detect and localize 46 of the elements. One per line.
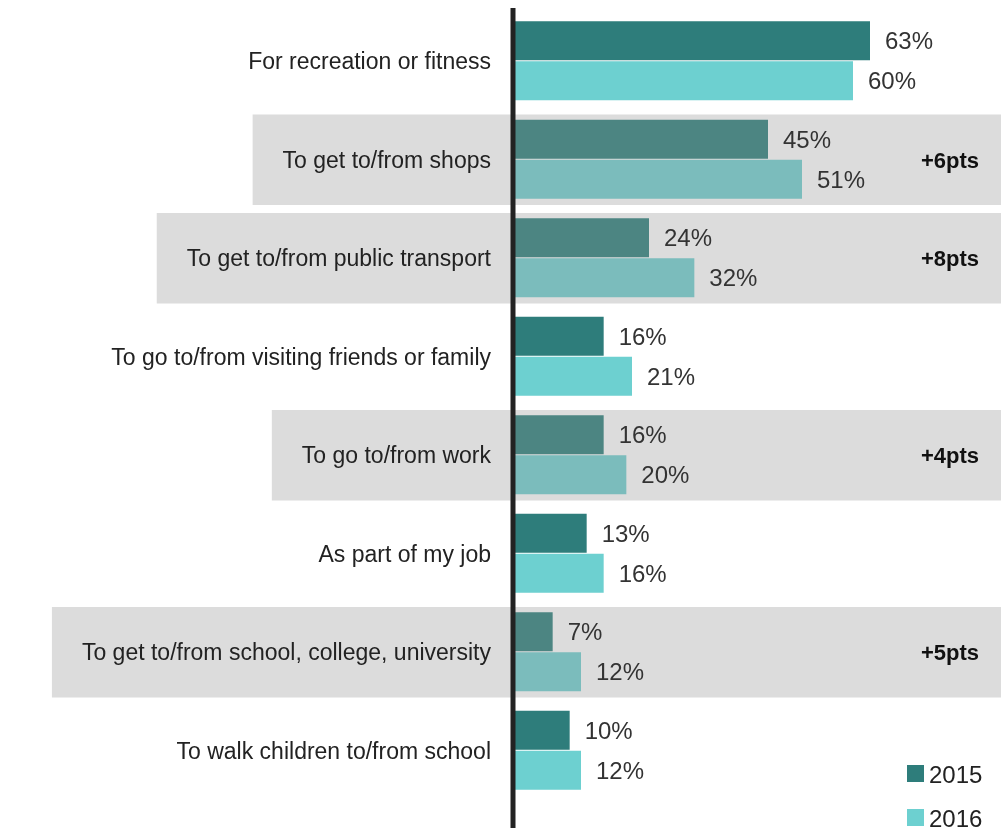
y-tick-label: To go to/from work: [301, 442, 492, 469]
data-label: 63%: [885, 27, 934, 55]
bar: [513, 119, 768, 159]
bar: [513, 415, 604, 455]
y-tick-label: To go to/from visiting friends or family: [111, 343, 492, 370]
y-tick-label: To get to/from school, college, university: [81, 639, 492, 666]
data-label: 16%: [618, 421, 667, 449]
bar: [513, 61, 853, 101]
bar: [513, 710, 570, 750]
bar: [513, 218, 649, 258]
data-label: 60%: [868, 67, 917, 95]
y-tick-label: For recreation or fitness: [248, 48, 491, 75]
data-label: 13%: [601, 519, 650, 547]
y-tick-label: To get to/from public transport: [186, 245, 492, 272]
y-tick-label: As part of my job: [318, 540, 491, 567]
data-label: 12%: [596, 756, 645, 784]
data-label: 16%: [618, 322, 667, 350]
data-label: 7%: [567, 618, 603, 646]
band-label: +5pts: [920, 640, 980, 666]
bar: [513, 356, 632, 396]
y-tick-label: To get to/from shops: [282, 146, 491, 173]
data-label: 32%: [709, 264, 758, 292]
band-label: +8pts: [920, 246, 980, 272]
bar: [513, 455, 627, 495]
data-label: 12%: [596, 658, 645, 686]
bar: [513, 652, 581, 692]
bar: [513, 553, 604, 593]
bar: [513, 316, 604, 356]
bar: [513, 513, 587, 553]
bar: [513, 21, 870, 61]
band-label: +4pts: [920, 443, 980, 469]
bar: [513, 612, 553, 652]
bar: [513, 159, 802, 199]
data-label: 45%: [783, 125, 832, 153]
data-label: 24%: [664, 224, 713, 252]
band-label: +6pts: [920, 147, 980, 173]
data-label: 10%: [584, 716, 633, 744]
data-label: 51%: [817, 165, 866, 193]
bar: [513, 258, 695, 298]
data-label: 20%: [641, 461, 690, 489]
y-tick-label: To walk children to/from school: [176, 737, 491, 764]
data-label: 21%: [647, 362, 696, 390]
data-label: 16%: [618, 559, 667, 587]
bar: [513, 750, 581, 790]
legend-label: 2016: [929, 805, 983, 832]
legend-label: 2015: [929, 761, 983, 788]
